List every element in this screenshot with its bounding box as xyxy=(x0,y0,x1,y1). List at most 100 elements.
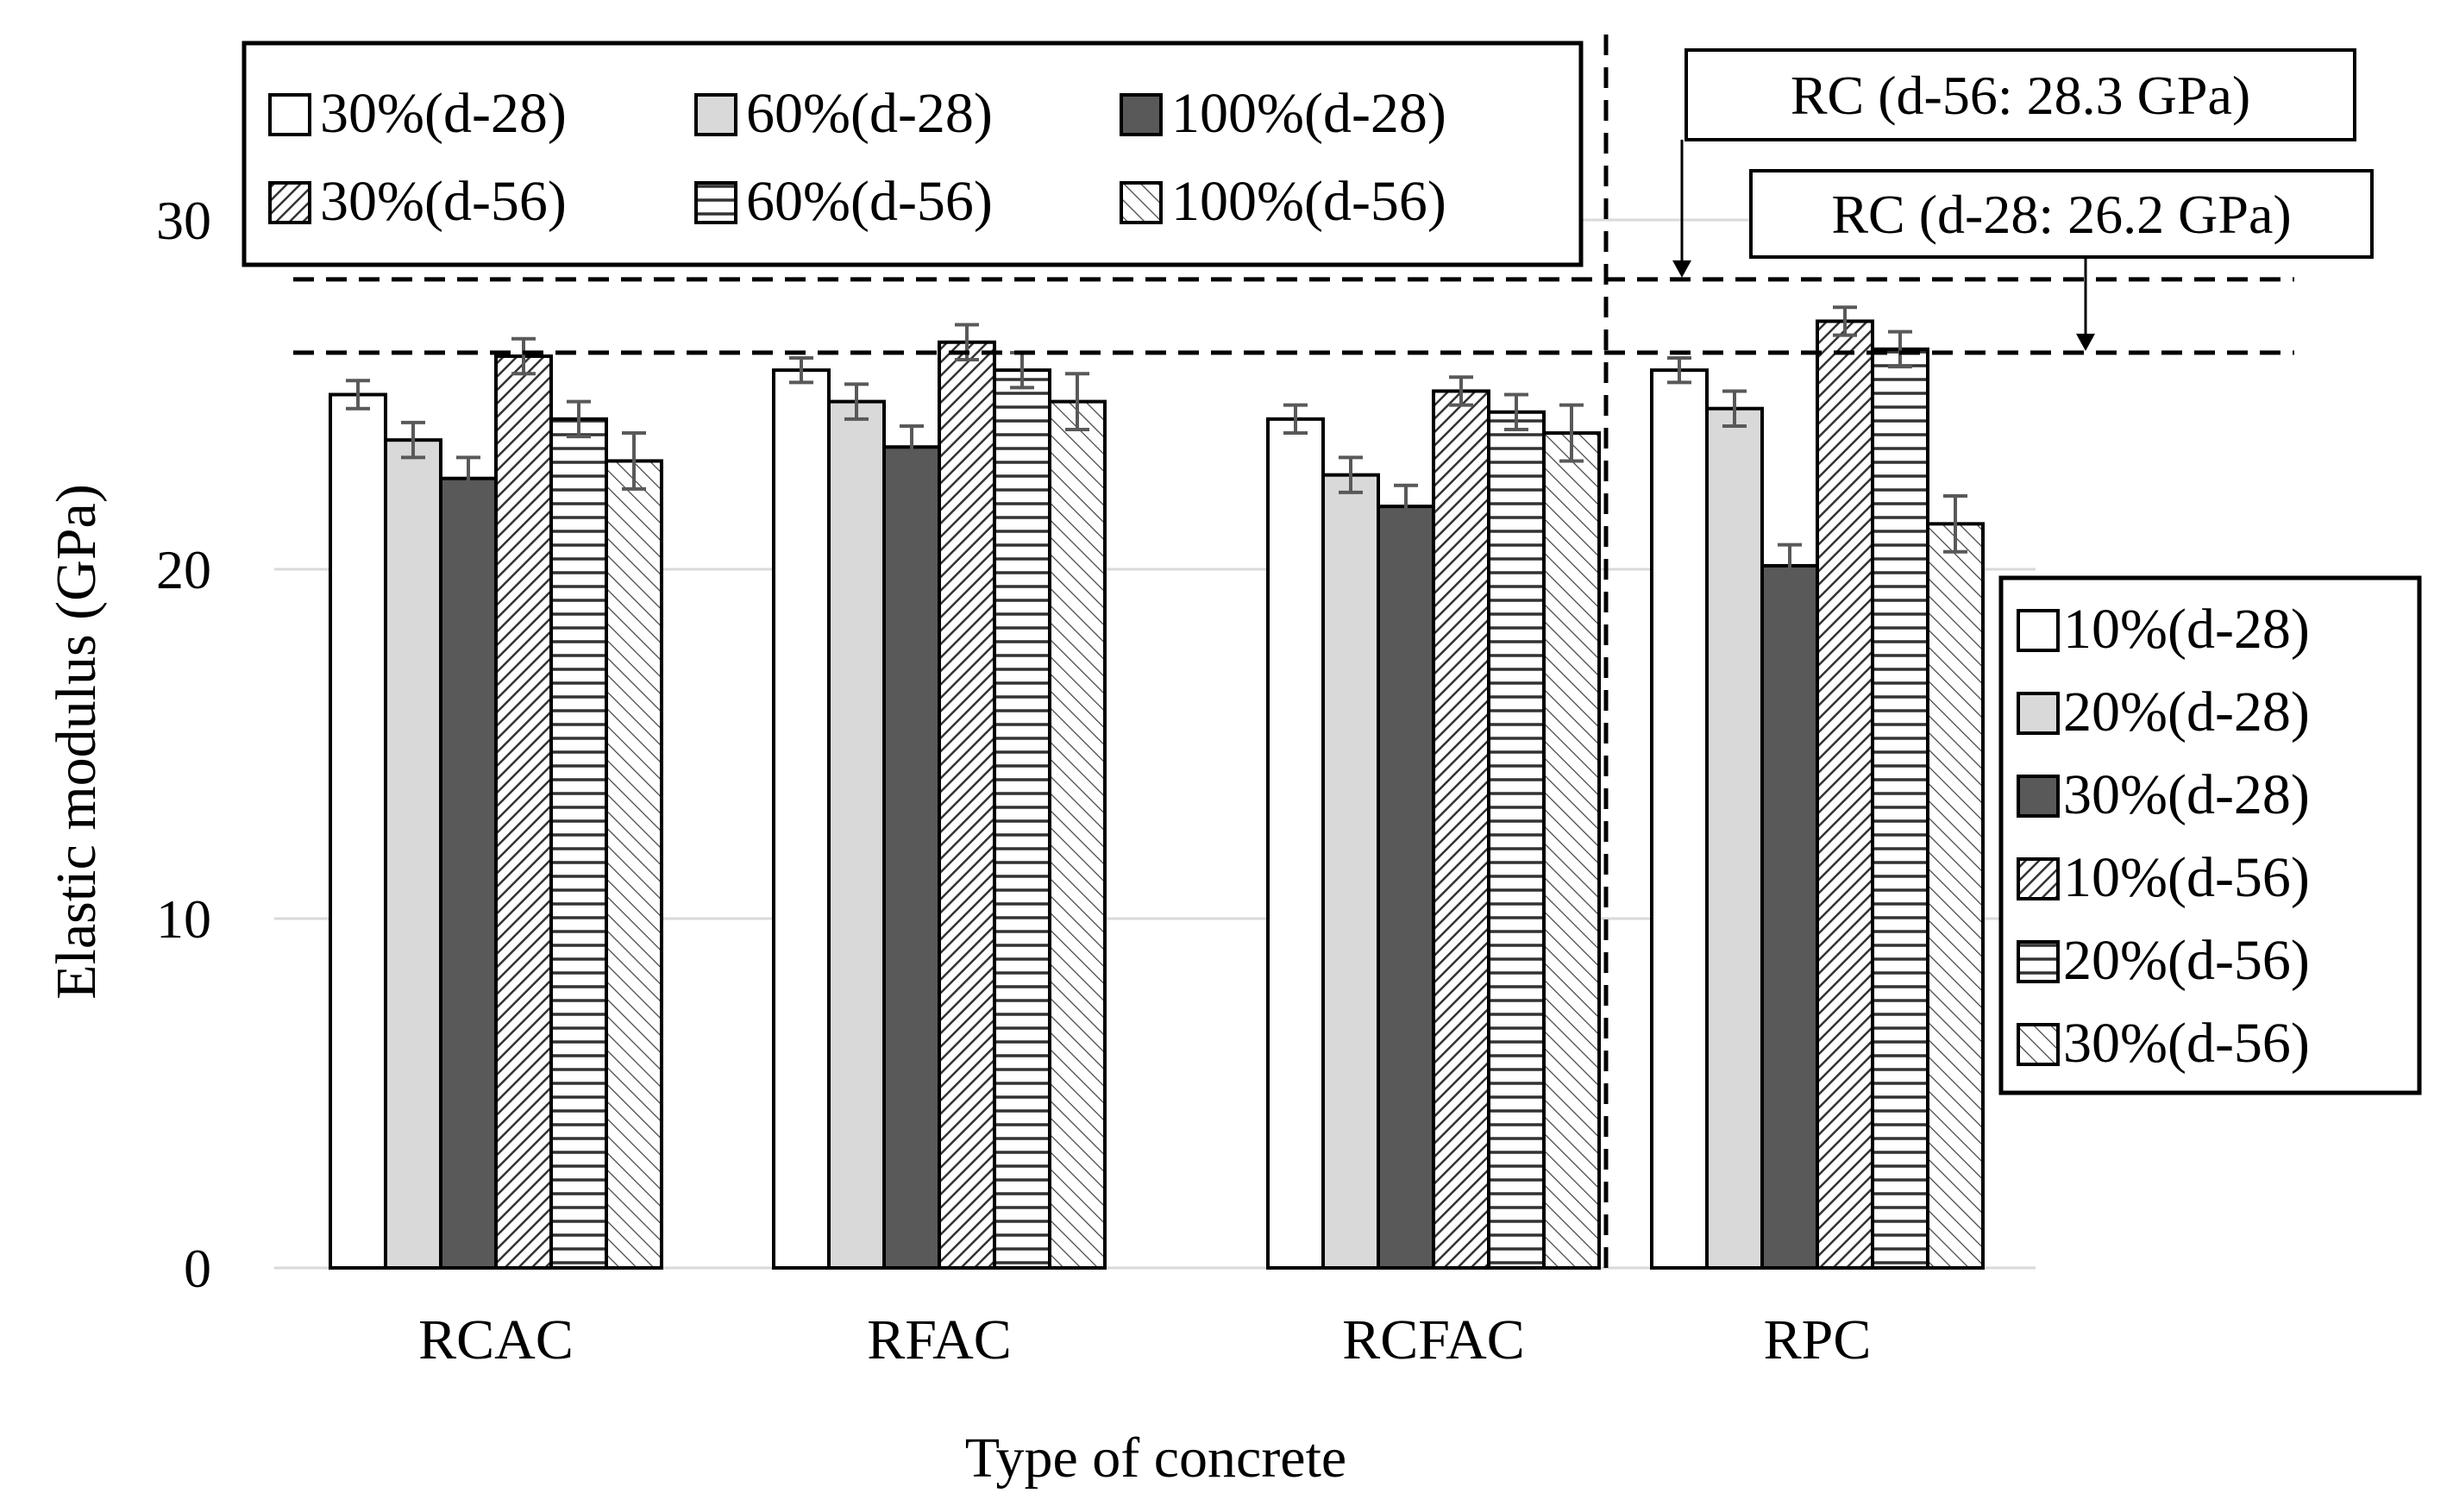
error-bar xyxy=(346,379,370,411)
error-bar xyxy=(1943,493,1967,554)
legend-top-frame xyxy=(242,41,1584,267)
reference-arrowhead-2 xyxy=(2076,333,2095,351)
legend-swatch xyxy=(2017,692,2060,735)
error-bar xyxy=(1833,305,1857,337)
error-bar xyxy=(1449,375,1473,407)
bar-rpc-series-1 xyxy=(1650,368,1709,1270)
bar-rcfac-series-3 xyxy=(1377,505,1435,1270)
legend-swatch xyxy=(1120,93,1163,136)
reference-label-2: RC (d-28: 26.2 GPa) xyxy=(1831,184,2291,245)
legend-label: 30%(d-28) xyxy=(320,82,567,145)
bar-rpc-series-6 xyxy=(1926,522,1985,1270)
error-bar xyxy=(567,399,591,439)
bar-rcfac-series-2 xyxy=(1321,473,1380,1270)
legend-label: 100%(d-28) xyxy=(1171,82,1446,145)
error-bar xyxy=(1504,392,1528,431)
reference-arrowhead-1 xyxy=(1672,260,1691,278)
error-bar xyxy=(1559,403,1584,463)
x-tick-label-rcac: RCAC xyxy=(418,1308,574,1371)
legend-right-item: 20%(d-28) xyxy=(2017,681,2310,743)
bar-rfac-series-2 xyxy=(827,399,886,1270)
y-tick-label: 10 xyxy=(156,888,211,950)
legend-swatch xyxy=(2017,775,2060,818)
reference-box-2 xyxy=(1749,169,2374,259)
legend-label: 60%(d-28) xyxy=(746,82,993,145)
bar-rcac-series-4 xyxy=(494,354,553,1270)
error-bar xyxy=(1778,543,1802,589)
error-bar xyxy=(1667,355,1691,385)
bar-rpc-series-4 xyxy=(1816,319,1874,1270)
y-tick-label: 30 xyxy=(156,190,211,251)
x-tick-label-rcfac: RCFAC xyxy=(1342,1308,1525,1371)
bar-rfac-series-5 xyxy=(993,368,1051,1270)
y-tick-label: 20 xyxy=(156,539,211,600)
reference-box-1 xyxy=(1684,48,2356,141)
reference-lines: RC (d-56: 28.3 GPa) RC (d-28: 26.2 GPa) xyxy=(293,35,2374,1272)
bar-rcac-series-6 xyxy=(605,459,663,1270)
bar-rpc-series-5 xyxy=(1871,347,1929,1270)
bar-rcac-series-2 xyxy=(384,438,442,1270)
legend-swatch xyxy=(268,93,311,136)
error-bar xyxy=(401,420,425,460)
bar-rcfac-series-4 xyxy=(1432,389,1490,1270)
legend-label: 100%(d-56) xyxy=(1171,170,1446,233)
legend-top: 30%(d-28) 60%(d-28) 100%(d-28) 30%(d-56) 60%… xyxy=(242,41,1584,267)
error-bar xyxy=(1339,455,1363,494)
legend-right-item: 30%(d-56) xyxy=(2017,1012,2310,1075)
legend-right-item: 30%(d-28) xyxy=(2017,763,2310,826)
x-tick-label-rpc: RPC xyxy=(1764,1308,1872,1371)
y-tick-label: 0 xyxy=(184,1238,211,1299)
bar-rcac-series-3 xyxy=(439,476,498,1270)
legend-label: 20%(d-28) xyxy=(2063,681,2310,743)
error-bar xyxy=(900,423,924,470)
legend-right-item: 10%(d-56) xyxy=(2017,846,2310,909)
legend-right-frame xyxy=(1998,575,2422,1095)
x-axis-ticks: RCAC RFAC RCFAC RPC xyxy=(418,1308,1871,1371)
bar-rcac-series-1 xyxy=(329,392,387,1270)
legend-swatch xyxy=(2017,857,2060,900)
bar-rfac-series-4 xyxy=(938,340,996,1270)
bar-rfac-series-1 xyxy=(772,368,831,1270)
legend-label: 30%(d-56) xyxy=(320,170,567,233)
bar-rfac-series-6 xyxy=(1048,399,1107,1270)
legend-label: 10%(d-56) xyxy=(2063,846,2310,909)
bar-rcfac-series-1 xyxy=(1266,417,1325,1270)
error-bar xyxy=(456,455,480,501)
legend-right: 10%(d-28) 20%(d-28) 30%(d-28) 10%(d-56) 20%(… xyxy=(1998,575,2422,1095)
x-axis-label: Type of concrete xyxy=(965,1427,1346,1490)
legend-top-item: 30%(d-56) xyxy=(268,170,567,233)
bar-rfac-series-3 xyxy=(882,445,941,1270)
bar-series xyxy=(329,305,1985,1270)
x-tick-label-rfac: RFAC xyxy=(867,1308,1012,1371)
y-axis-ticks: 0 10 20 30 xyxy=(156,190,211,1299)
bar-rcac-series-5 xyxy=(549,417,608,1270)
legend-right-item: 10%(d-28) xyxy=(2017,598,2310,661)
bar-rcfac-series-5 xyxy=(1487,410,1546,1270)
legend-swatch xyxy=(2017,1023,2060,1066)
legend-top-item: 60%(d-28) xyxy=(694,82,993,145)
legend-top-item: 100%(d-28) xyxy=(1120,82,1446,145)
bar-rpc-series-2 xyxy=(1705,406,1764,1270)
legend-label: 60%(d-56) xyxy=(746,170,993,233)
legend-swatch xyxy=(694,93,737,136)
legend-right-item: 20%(d-56) xyxy=(2017,929,2310,992)
error-bar xyxy=(1722,389,1747,428)
bar-rcfac-series-6 xyxy=(1542,431,1601,1270)
bar-rpc-series-3 xyxy=(1760,563,1819,1270)
legend-swatch xyxy=(2017,940,2060,983)
reference-label-1: RC (d-56: 28.3 GPa) xyxy=(1791,65,2250,126)
error-bar xyxy=(511,336,536,376)
legend-swatch xyxy=(2017,609,2060,652)
error-bar xyxy=(1283,403,1308,436)
legend-top-item: 30%(d-28) xyxy=(268,82,567,145)
legend-top-item: 100%(d-56) xyxy=(1120,170,1446,233)
error-bar xyxy=(789,355,813,385)
error-bar xyxy=(1394,483,1418,530)
legend-swatch xyxy=(694,181,737,224)
y-axis-label: Elastic modulus (GPa) xyxy=(45,484,108,1000)
error-bar xyxy=(1888,329,1912,369)
error-bar xyxy=(622,431,646,491)
legend-swatch xyxy=(1120,181,1163,224)
legend-top-item: 60%(d-56) xyxy=(694,170,993,233)
